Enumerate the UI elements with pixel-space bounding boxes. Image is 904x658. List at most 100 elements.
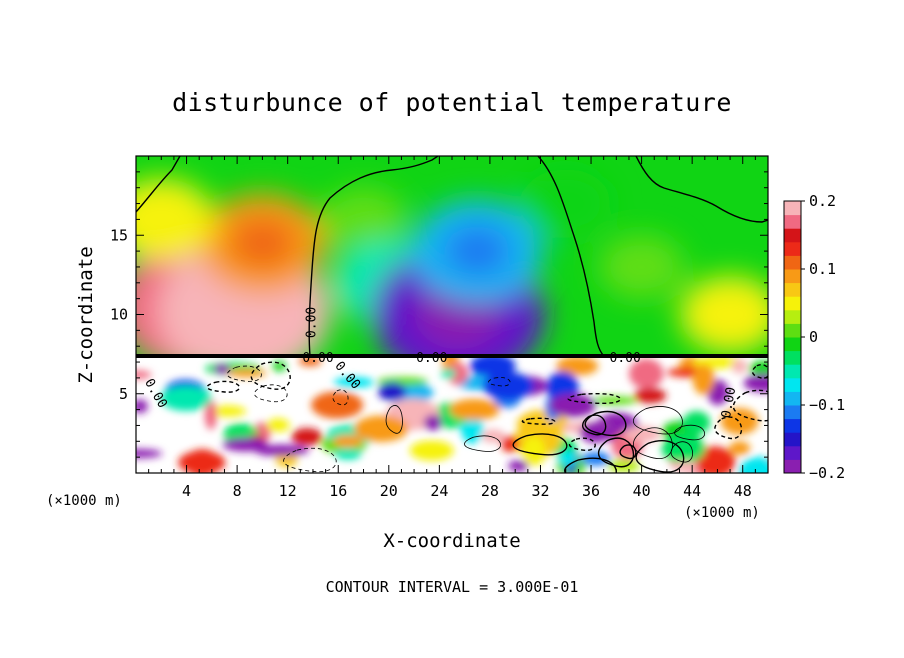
turbulence-patch [213,363,231,375]
turbulence-patch [378,382,407,401]
colorbar-swatch [784,282,801,297]
colorbar-swatch [784,432,801,447]
contour-lines [136,156,768,357]
contour-label: 0.00 [610,351,641,366]
turbulence-patch [423,414,443,431]
turbulence-contour [632,427,673,459]
field-core [444,225,511,278]
turbulence-patch [266,418,290,432]
x-unit-left: (×1000 m) [46,493,122,509]
turbulence-contour [250,361,291,390]
x-unit-right: (×1000 m) [684,505,760,521]
turbulence-contour [714,416,743,440]
turbulence-patch [673,460,698,473]
turbulence-patch [334,447,362,460]
turbulence-patch [254,444,309,457]
field-blob [136,178,215,261]
x-tick-label: 40 [633,482,651,500]
turbulence-contour [568,437,596,451]
turbulence-patch [136,449,163,459]
turbulence-contour [581,414,607,436]
turbulence-patch [332,434,364,448]
turbulence-patch [185,449,220,473]
colorbar: 0.2 0.1 0 −0.1 −0.2 [783,192,845,482]
turbulence-patch [692,364,715,395]
turbulence-contour [385,405,403,434]
y-tick-label: 5 [119,385,128,403]
turbulence-patch [449,398,500,421]
turbulence-patch [441,368,456,379]
colorbar-swatch [784,337,801,352]
x-tick-label: 12 [279,482,297,500]
chart-title: disturbunce of potential temperature [172,88,732,117]
turbulence-patch [508,460,529,472]
turbulence-contour [512,433,568,456]
colorbar-swatch [784,418,801,433]
contour-interval-note: CONTOUR INTERVAL = 3.000E-01 [326,578,579,596]
colorbar-tick-label: 0 [809,328,818,346]
x-tick-label: 8 [233,482,242,500]
x-tick-label: 32 [531,482,549,500]
turbulence-patch [291,428,323,446]
colorbar-swatch [784,228,801,243]
colorbar-swatch [784,296,801,311]
turbulence-patch [634,388,667,404]
x-tick-label: 16 [329,482,347,500]
turbulence-patch [136,370,152,380]
turbulence-patch [222,437,268,452]
turbulence-patch [549,393,596,418]
field-blob [320,187,407,252]
turbulence-patch [353,415,409,442]
colorbar-tick-label: −0.1 [809,396,845,414]
x-axis: 4 8 12 16 20 24 28 32 36 40 44 48 [148,156,756,500]
turbulence-contour [254,384,288,403]
turbulence-patch [481,429,506,443]
field-blob [679,275,768,354]
turbulence-contour [332,389,349,406]
turbulence-contour [283,448,337,473]
colorbar-swatch [784,405,801,420]
turbulence-contour [226,365,262,382]
turbulence-patch [204,399,217,430]
field-core [200,276,287,347]
turbulence-contour [584,410,627,437]
turbulence-contour [521,417,556,425]
colorbar-swatch [784,241,801,256]
turbulence-patch [628,358,664,389]
colorbar-swatch [784,309,801,324]
turbulence-patch [272,361,287,372]
colorbar-swatch [784,269,801,284]
colorbar-swatch [784,391,801,406]
y-axis-label: Z-coordinate [75,246,97,383]
contour-label: 0.00 [302,351,333,366]
turbulence-patch [682,411,711,435]
x-tick-label: 24 [430,482,448,500]
colorbar-swatch [784,445,801,460]
turbulence-patch [298,356,322,367]
contour-label: 0.00 [304,307,319,338]
contour-label: 0.00 [416,351,447,366]
colorbar-swatch [784,377,801,392]
x-tick-label: 48 [734,482,752,500]
colorbar-swatch [784,214,801,229]
x-tick-label: 44 [683,482,701,500]
turbulence-contour [488,377,511,387]
turbulence-patch [743,373,768,393]
turbulence-patch [482,372,535,400]
turbulence-patch [731,359,748,374]
turbulence-contour [732,389,768,422]
turbulence-contour [597,437,635,468]
turbulence-patch [720,408,759,435]
turbulence-patch [623,425,661,443]
colorbar-swatch [784,350,801,365]
lower-turbulent-layer [136,356,768,473]
turbulence-patch [311,391,364,419]
turbulence-patch [501,436,519,453]
turbulence-patch [226,368,267,378]
turbulence-patch [749,360,768,377]
turbulence-contour [619,444,637,459]
x-axis-label: X-coordinate [383,530,520,552]
turbulence-patch [522,436,546,466]
field-core [230,218,295,269]
